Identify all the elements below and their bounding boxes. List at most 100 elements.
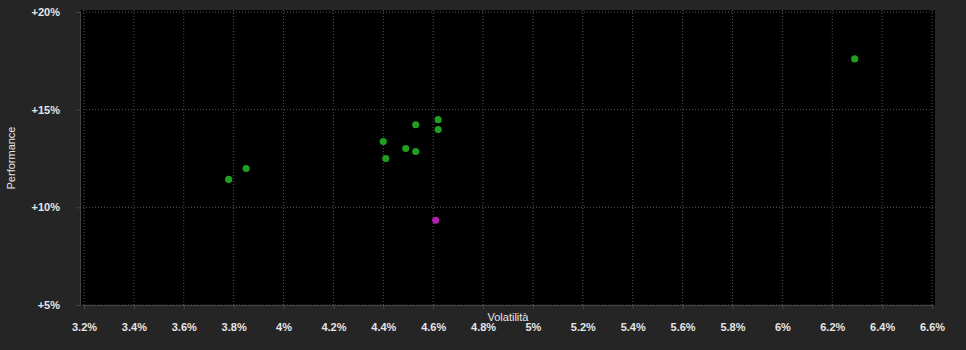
point [435,116,442,123]
grid-line-y [80,109,935,110]
tick-mark [134,305,135,309]
tick-mark [383,305,384,309]
tick-mark [483,305,484,309]
tick: 3.6% [172,305,197,333]
tick-label: 5.6% [671,321,696,333]
tick-label: 4.2% [321,321,346,333]
tick-label: +5% [38,299,61,311]
tick-mark [184,305,185,309]
tick-label: 6.4% [870,321,895,333]
tick: +20% [32,6,80,18]
grid-line-x [532,10,533,305]
point [412,121,419,128]
tick-mark [76,110,80,111]
grid-line-x [483,10,484,305]
tick-label: 3.8% [222,321,247,333]
axis-line [85,306,933,310]
tick: 5.2% [571,305,596,333]
point [412,148,419,155]
grid-line-x [682,10,683,305]
grid-line-x [183,10,184,305]
point [382,155,389,162]
x-axis: 3.2%3.4%3.6%3.8%4%4.2%4.4%4.6%4.8%5%5.2%… [72,305,945,333]
tick-label: 5.8% [720,321,745,333]
grid [80,10,935,305]
tick: 3.8% [222,305,247,333]
tick-mark [433,305,434,309]
point [225,176,232,183]
tick: 4.2% [321,305,346,333]
grid-line-x [433,10,434,305]
tick-mark [633,305,634,309]
tick-label: 6.2% [820,321,845,333]
grid-line-x [582,10,583,305]
plot-area [80,10,935,305]
tick-mark [932,305,933,309]
grid-line-x [782,10,783,305]
y-axis-title: Performance [5,127,17,190]
tick: 6.2% [820,305,845,333]
background [0,0,966,350]
grid-line-x [283,10,284,305]
tick-mark [76,12,80,13]
grid-line-y [80,12,935,13]
tick: 3.2% [72,305,97,333]
tick-label: 3.4% [122,321,147,333]
tick-label: 3.2% [72,321,97,333]
grid-line-x [932,10,933,305]
y-axis: +5% +10% +15% +20% [32,6,81,311]
tick-label: 4.4% [371,321,396,333]
point [435,126,442,133]
grid-line-x [632,10,633,305]
tick: +5% [38,299,80,311]
grid-line-x [233,10,234,305]
tick: +15% [32,104,80,116]
grid-line-x [732,10,733,305]
point [243,165,250,172]
tick-mark [683,305,684,309]
tick: 4.6% [421,305,446,333]
tick-mark [333,305,334,309]
tick: 4% [276,305,292,333]
tick-label: 3.6% [172,321,197,333]
tick-label: 6.6% [920,321,945,333]
tick-mark [284,305,285,309]
tick-mark [76,305,80,306]
tick-mark [782,305,783,309]
tick-mark [832,305,833,309]
point [432,217,439,224]
tick: 5.6% [671,305,696,333]
tick-label: +15% [32,104,61,116]
point [851,55,858,62]
tick: 5.8% [720,305,745,333]
tick-label: +10% [32,201,61,213]
tick-mark [882,305,883,309]
tick-mark [732,305,733,309]
tick-label: +20% [32,6,61,18]
tick-mark [533,305,534,309]
grid-line-x [133,10,134,305]
grid-line-x [882,10,883,305]
tick-mark [76,207,80,208]
tick-mark [234,305,235,309]
point [402,145,409,152]
grid-line-y [80,207,935,208]
tick-mark [583,305,584,309]
tick: 6% [775,305,791,333]
chart: 3.2%3.4%3.6%3.8%4%4.2%4.4%4.6%4.8%5%5.2%… [0,0,966,350]
points [225,55,858,223]
tick-label: 5.2% [571,321,596,333]
tick: 6.6% [920,305,945,333]
grid-line-x [832,10,833,305]
tick-mark [84,305,85,309]
grid-line-x [333,10,334,305]
tick: +10% [32,201,80,213]
tick: 6.4% [870,305,895,333]
tick-label: 4% [276,321,292,333]
grid-line-x [84,10,85,305]
tick-label: 5.4% [621,321,646,333]
axis-line [76,13,81,306]
tick: 5.4% [621,305,646,333]
tick: 3.4% [122,305,147,333]
tick-label: 6% [775,321,791,333]
